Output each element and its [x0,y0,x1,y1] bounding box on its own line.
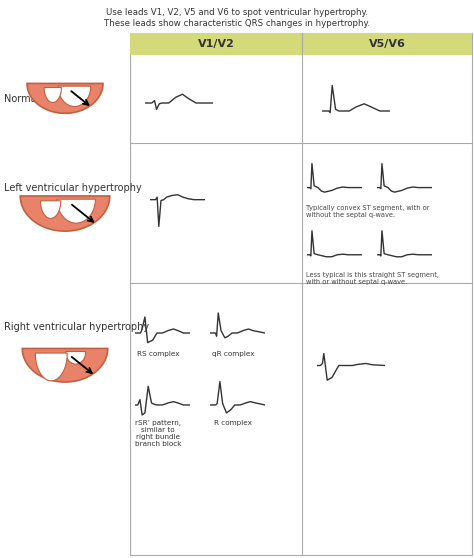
Text: R complex: R complex [214,420,252,426]
Text: Normal: Normal [4,94,39,104]
Polygon shape [65,352,86,364]
Text: RS complex: RS complex [137,351,179,357]
Text: These leads show characteristic QRS changes in hypertrophy.: These leads show characteristic QRS chan… [104,19,370,28]
Text: rSR’ pattern,
similar to
right bundle
branch block: rSR’ pattern, similar to right bundle br… [135,420,181,448]
Polygon shape [20,196,110,231]
FancyArrowPatch shape [71,91,89,105]
Text: Typically convex ST segment, with or
without the septal q-wave.: Typically convex ST segment, with or wit… [306,205,429,218]
Polygon shape [27,84,103,113]
Text: Right ventricular hypertrophy: Right ventricular hypertrophy [4,323,149,333]
Polygon shape [22,349,108,382]
Polygon shape [44,88,61,103]
Text: Left ventricular hypertrophy: Left ventricular hypertrophy [4,183,142,193]
Polygon shape [36,353,67,381]
Text: Less typical is this straight ST segment,
with or without septal q-wave.: Less typical is this straight ST segment… [306,272,439,285]
Polygon shape [58,86,91,107]
Text: Use leads V1, V2, V5 and V6 to spot ventricular hypertrophy.: Use leads V1, V2, V5 and V6 to spot vent… [106,8,368,17]
Polygon shape [41,201,61,218]
Text: qR complex: qR complex [212,351,254,357]
Bar [130,33,472,555]
FancyArrowPatch shape [72,357,92,373]
FancyArrowPatch shape [72,205,93,222]
Text: V5/V6: V5/V6 [369,39,405,49]
Polygon shape [57,199,95,223]
Bar [130,33,472,55]
Text: V1/V2: V1/V2 [198,39,235,49]
